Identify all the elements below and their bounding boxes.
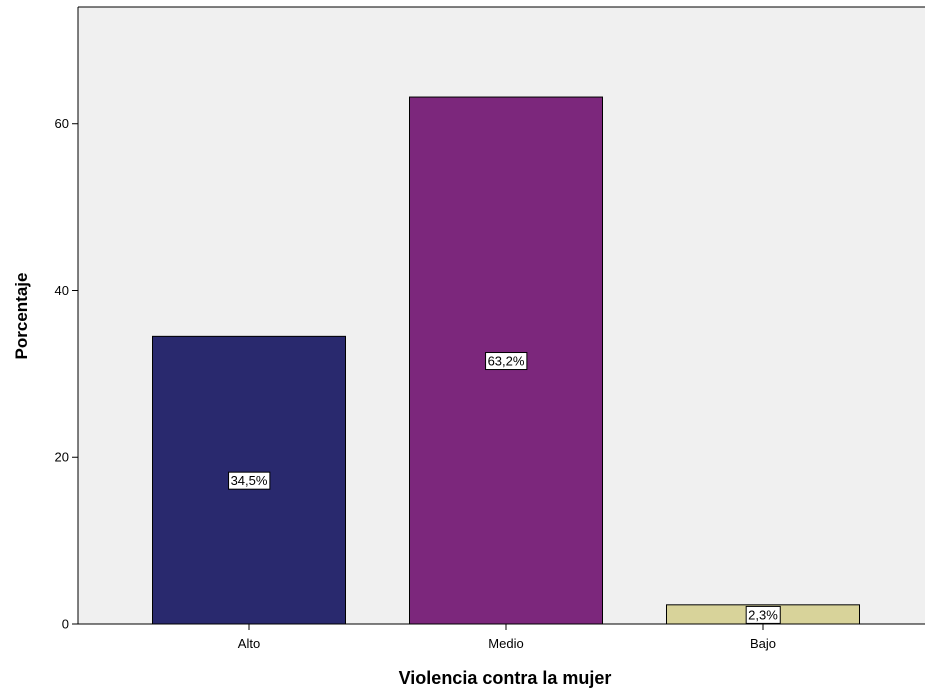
y-tick-label: 0 [62, 617, 69, 632]
x-tick-label: Medio [488, 636, 523, 651]
y-tick-label: 60 [55, 116, 69, 131]
data-label: 63,2% [485, 352, 528, 371]
data-label-box [228, 471, 271, 490]
data-label: 34,5% [228, 471, 271, 490]
y-tick-label: 20 [55, 450, 69, 465]
data-labels-group: 34,5% 63,2% 2,3% [228, 352, 781, 624]
data-label-text: 2,3% [748, 607, 778, 622]
y-ticks-group: 0 20 40 60 [55, 116, 78, 632]
data-label-text: 34,5% [231, 473, 268, 488]
x-axis-title: Violencia contra la mujer [399, 668, 612, 688]
y-tick-label: 40 [55, 283, 69, 298]
x-tick-label: Bajo [750, 636, 776, 651]
x-ticks-group: Alto Medio Bajo [238, 624, 776, 651]
data-label-box [745, 605, 781, 624]
data-label-text: 63,2% [488, 354, 525, 369]
y-axis-title: Porcentaje [12, 273, 31, 360]
data-label-box [485, 352, 528, 371]
data-label: 2,3% [745, 605, 781, 624]
x-tick-label: Alto [238, 636, 260, 651]
